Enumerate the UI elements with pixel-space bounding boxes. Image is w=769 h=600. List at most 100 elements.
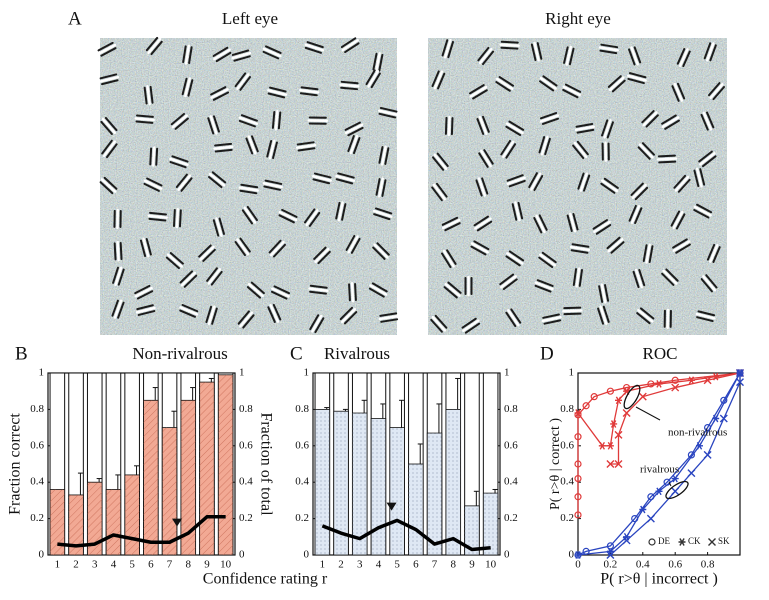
bar-texture [371,419,386,556]
y2-tick-label: 0.2 [504,512,518,524]
marker [704,451,711,458]
y-tick-label: 0 [304,549,310,561]
y2-axis-label: Fraction of total [257,412,274,516]
y2-tick-label: 0.6 [504,439,518,451]
x-tick-label: 0.8 [701,559,715,571]
legend-label: CK [688,536,701,546]
marker [688,470,695,477]
gabor-stripe [273,112,274,128]
gabor-stripe [449,117,450,135]
y-tick-label: 1 [569,367,575,379]
bar-texture [162,428,177,555]
gabor-patch [658,156,676,163]
x-tick-label: 3 [357,559,363,571]
gabor-stripe [352,283,353,301]
x-tick-label: 8 [451,559,457,571]
x-tick-label: 7 [167,559,173,571]
y2-tick-label: 0.2 [239,512,253,524]
marker [623,410,630,417]
y-tick-label: 0.8 [30,403,44,415]
x-axis-label: Confidence rating r [203,571,328,588]
x-tick-label: 4 [376,559,382,571]
panel-label: A [68,8,82,29]
legend-label: SK [718,536,730,546]
x-tick-label: 7 [432,559,438,571]
y-tick-label: 0.6 [295,439,309,451]
chart-title: Non-rivalrous [132,344,227,363]
y-tick-label: 0.4 [295,476,309,488]
gabor-patch [297,142,316,150]
y2-tick-label: 0 [504,549,510,561]
bar-texture [390,428,405,555]
y2-tick-label: 0 [239,549,245,561]
y-tick-label: 0.6 [30,439,44,451]
y-tick-label: 1 [304,367,310,379]
x-tick-label: 1 [55,559,61,571]
marker [672,488,679,495]
x-tick-label: 0 [575,559,581,571]
gabor-stripe [501,48,517,49]
x-tick-label: 3 [92,559,98,571]
marker [649,539,655,545]
y2-tick-label: 1 [239,367,245,379]
gabor-stripe [563,311,581,312]
gabor-stripe [565,314,581,315]
bar-texture [125,475,140,555]
y2-tick-label: 0.4 [504,476,518,488]
gabor-patch [273,111,281,129]
y-tick-label: 0.4 [30,476,44,488]
gabor-patch [466,277,472,295]
bar-texture [446,409,461,555]
chart-title: Rivalrous [324,344,390,363]
marker [656,380,663,387]
x-tick-label: 0.6 [668,559,682,571]
gabor-stripe [121,243,122,259]
annotation: rivalrous [640,464,679,476]
gabor-stripe [180,210,181,226]
gabor-stripe [276,111,278,129]
gabor-stripe [340,85,358,87]
gabor-stripe [177,209,178,227]
gabor-stripe [452,118,453,134]
gabor-stripe [136,121,152,122]
gabor-patch [500,42,518,49]
y-tick-label: 0.2 [30,512,44,524]
gabor-patch [349,283,356,301]
y-tick-label: 0 [39,549,45,561]
image-title: Left eye [222,9,278,28]
x-tick-label: 6 [148,559,154,571]
gabor-stripe [659,162,675,163]
gabor-stripe [564,308,580,309]
gabor-patch [340,82,358,90]
figure: A Left eye Right eye 00.20.40.60.8100.20… [0,0,769,600]
gabor-stripe [341,88,357,89]
x-tick-label: 9 [204,559,210,571]
gabor-patch [309,117,327,123]
bar-texture [200,382,215,555]
gabor-stripe [115,243,116,259]
legend-label: DE [658,536,670,546]
y-tick-label: 0 [569,549,575,561]
x-tick-label: 5 [394,559,400,571]
x-tick-label: 1 [320,559,326,571]
stimulus-right [428,38,727,335]
bar-texture [315,409,330,555]
bar-texture [144,400,159,555]
marker [639,393,646,400]
x-tick-label: 2 [73,559,79,571]
gabor-patch [300,87,319,95]
y2-tick-label: 0.4 [239,476,253,488]
gabor-patch [574,268,582,287]
x-tick-label: 8 [186,559,192,571]
gabor-patch [665,310,671,328]
y-tick-label: 0.2 [560,512,574,524]
x-tick-label: 5 [129,559,135,571]
panel-label: B [15,343,28,364]
gabor-patch [150,147,157,165]
annotation-leader [636,407,660,420]
gabor-patch [309,286,328,294]
gabor-patch [563,308,581,315]
gabor-stripe [342,82,358,83]
gabor-stripe [137,116,153,117]
marker [712,415,719,422]
